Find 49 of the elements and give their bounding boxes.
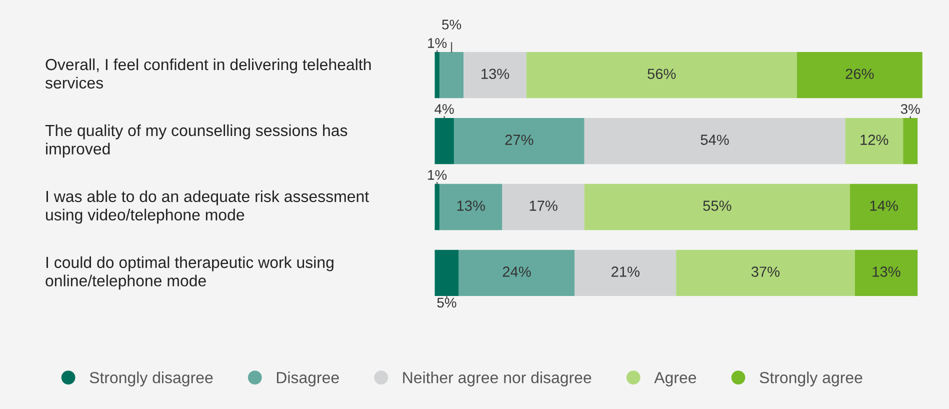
bar xyxy=(439,52,464,98)
bar xyxy=(903,118,918,164)
y-tick-label: I could do optimal therapeutic work using online/telephone mode xyxy=(46,256,334,290)
data-label: 12% xyxy=(860,134,888,145)
legend-label: Agree xyxy=(654,372,696,386)
data-label: 3% xyxy=(900,104,920,114)
bar xyxy=(454,118,584,164)
bar xyxy=(464,52,526,98)
data-label: 55% xyxy=(703,200,732,211)
bar xyxy=(676,250,855,296)
data-label: 14% xyxy=(870,200,898,211)
data-label: 27% xyxy=(505,134,534,145)
data-label: 17% xyxy=(530,200,558,211)
bar xyxy=(502,184,584,230)
data-label: 13% xyxy=(457,200,485,211)
data-label: 24% xyxy=(502,266,531,277)
bar xyxy=(845,118,904,164)
bar xyxy=(458,250,575,296)
data-label: 56% xyxy=(648,68,676,80)
bar xyxy=(584,184,850,230)
bar xyxy=(434,184,440,230)
data-label: 37% xyxy=(751,266,780,277)
data-label: 1% xyxy=(428,38,447,48)
bar xyxy=(850,184,918,230)
bar xyxy=(584,118,846,164)
data-label: 5% xyxy=(442,20,462,30)
legend-label: Disagree xyxy=(276,372,339,386)
data-label: 4% xyxy=(434,104,454,114)
bar xyxy=(434,250,459,296)
data-label: 21% xyxy=(612,266,640,277)
y-tick-label: The quality of my counselling sessions has improved xyxy=(45,124,348,158)
legend-label: Strongly agree xyxy=(760,372,862,386)
bar xyxy=(796,52,922,98)
data-label: 54% xyxy=(700,134,729,145)
data-label: 5% xyxy=(437,298,456,308)
data-label: 13% xyxy=(482,68,510,80)
bar xyxy=(434,52,440,98)
data-label: 1% xyxy=(428,170,447,180)
data-label: 26% xyxy=(846,68,874,80)
bar xyxy=(574,250,676,296)
bar xyxy=(854,250,918,296)
bar xyxy=(526,52,797,98)
legend-label: Neither agree nor disagree xyxy=(403,372,592,386)
data-label: 13% xyxy=(872,266,900,277)
y-tick-label: I was able to do an adequate risk assessment using video/telephone mode xyxy=(46,190,369,224)
bar xyxy=(439,184,502,230)
legend-label: Strongly disagree xyxy=(90,372,213,386)
y-tick-label: Overall, I feel confident in delivering telehealth services xyxy=(45,58,371,89)
bar xyxy=(434,118,454,164)
